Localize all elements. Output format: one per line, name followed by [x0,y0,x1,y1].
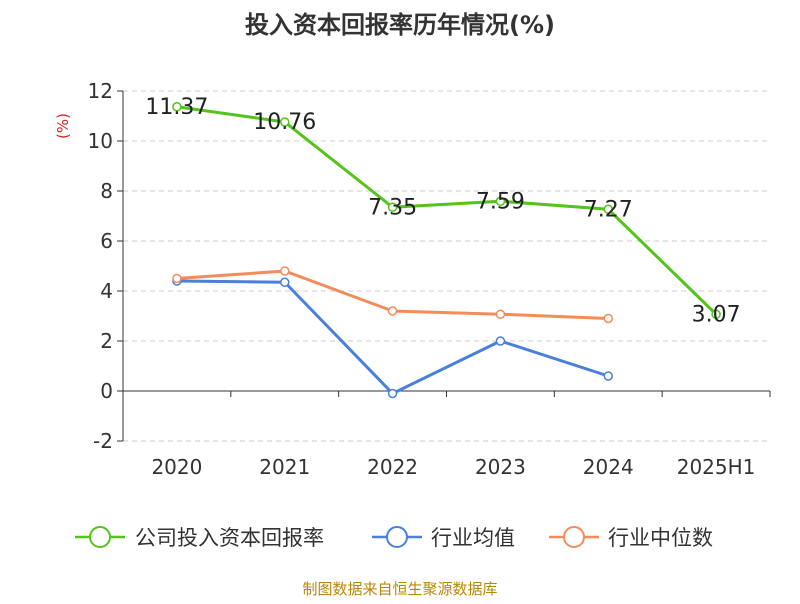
series-line-1 [176,279,609,395]
y-tick-label: 2 [100,329,113,353]
x-tick-label: 2024 [583,455,634,479]
data-label: 11.37 [145,95,208,120]
data-point[interactable] [280,117,290,127]
y-axis-label: (%) [54,113,72,139]
legend-item-0[interactable]: 公司投入资本回报率 [75,526,324,550]
data-point[interactable] [387,388,398,399]
series-group: 11.37 10.76 7.35 7.59 7.27 3.07 [145,95,741,399]
x-tick-label: 2025H1 [677,455,756,479]
legend-label: 行业中位数 [608,526,713,550]
data-point[interactable] [280,277,290,287]
legend-marker [89,526,111,548]
data-label: 7.59 [476,189,525,214]
data-point[interactable] [172,102,182,112]
series-line-0 [176,105,718,316]
legend-item-2[interactable]: 行业中位数 [549,526,713,550]
data-label: 7.27 [584,197,633,222]
legend[interactable]: 公司投入资本回报率 行业均值 行业中位数 [75,526,713,550]
axes: -2 0 2 4 6 8 10 12 2020 2021 2022 2023 2024 2025H1 [88,79,771,479]
y-tick-label: -2 [93,429,113,453]
legend-marker [386,526,408,548]
data-point[interactable] [387,202,398,212]
data-point[interactable] [495,196,506,206]
x-tick-label: 2020 [151,455,202,479]
data-point[interactable] [603,204,613,214]
legend-label: 行业均值 [431,526,515,550]
grid-lines [123,90,770,442]
x-tick-label: 2022 [367,455,418,479]
chart-title: 投入资本回报率历年情况(%) [245,11,555,39]
source-note: 制图数据来自恒生聚源数据库 [302,580,497,598]
data-point[interactable] [603,371,613,381]
series-2 [172,266,613,324]
legend-item-1[interactable]: 行业均值 [372,526,515,550]
y-tick-label: 6 [100,229,113,253]
x-tick-label: 2023 [475,455,526,479]
y-tick-label: 10 [88,129,113,153]
legend-marker [563,526,585,548]
data-point[interactable] [280,266,290,276]
series-0: 11.37 10.76 7.35 7.59 7.27 3.07 [145,95,740,328]
series-1 [172,276,613,399]
y-tick-label: 0 [100,379,113,403]
data-point[interactable] [711,309,721,319]
y-tick-label: 12 [88,79,113,103]
y-tick-label: 8 [100,179,113,203]
data-point[interactable] [387,306,398,316]
x-tick-label: 2021 [259,455,310,479]
data-label: 3.07 [692,302,741,327]
data-point[interactable] [495,309,506,319]
data-label: 10.76 [253,110,316,135]
data-point[interactable] [172,273,182,284]
data-point[interactable] [495,336,506,346]
y-tick-label: 4 [100,279,113,303]
data-label: 7.35 [368,195,417,220]
legend-label: 公司投入资本回报率 [135,526,324,550]
data-point[interactable] [603,313,613,324]
